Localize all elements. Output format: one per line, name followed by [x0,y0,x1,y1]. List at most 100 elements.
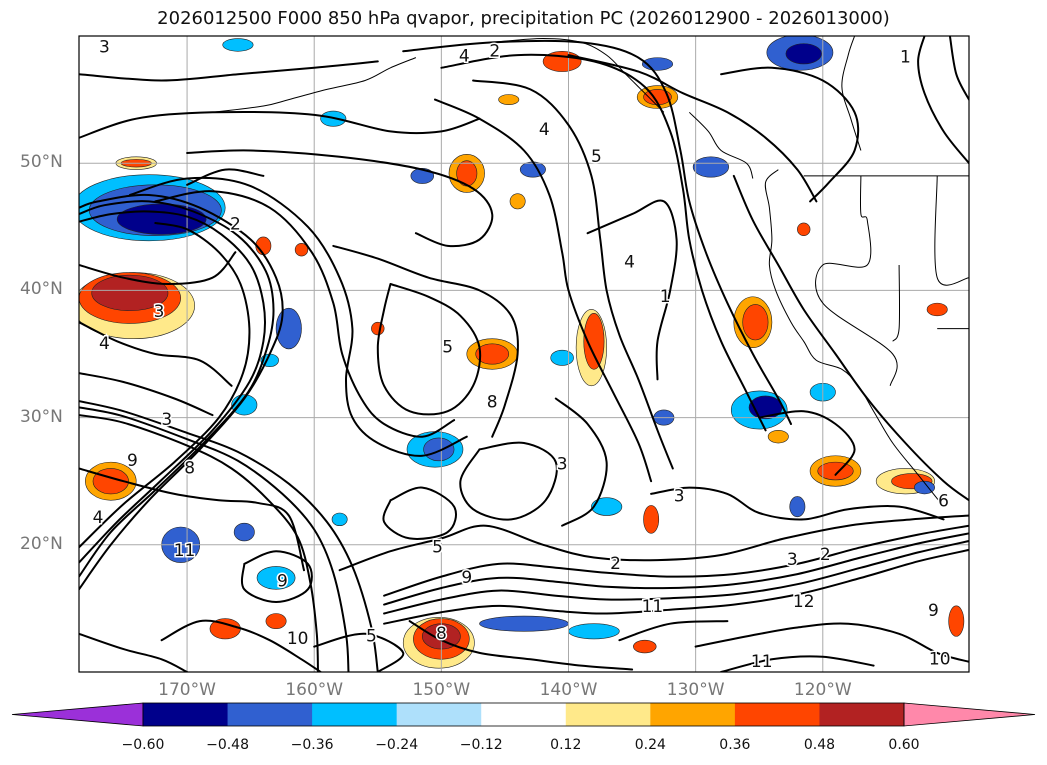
qvapor-contour [720,66,860,203]
colorbar-tick-label: −0.24 [375,737,419,753]
qvapor-contour [758,410,856,476]
contour-label: 4 [539,120,550,140]
qvapor-contour [79,110,481,139]
contour-label: 8 [184,458,195,478]
contour-label: 9 [928,601,939,621]
longitude-label: 130°W [666,680,725,700]
colorbar-segment [650,703,736,726]
colorbar-segment [312,703,398,726]
qvapor-contour [382,486,457,540]
contour-label: 2 [820,545,831,565]
qvapor-contour [917,36,969,165]
anomaly-blob [265,613,287,630]
contour-label: 9 [461,568,472,588]
colorbar-frame [142,702,905,727]
coastline [212,57,417,113]
contour-label: 3 [161,410,172,430]
contour-label: 5 [591,147,602,167]
contour-label: 3 [674,486,685,506]
qvapor-contour [160,619,322,672]
qvapor-contour [408,620,634,671]
anomaly-blob [479,615,569,632]
colorbar-segment [819,703,905,726]
latitude-label: 30°N [20,406,63,427]
colorbar-tick-label: 0.36 [719,737,751,753]
coastline [892,264,901,342]
qvapor-contour [79,60,379,82]
coastline [815,175,898,386]
anomaly-blob [233,522,255,542]
colorbar-tick-label: −0.12 [459,737,503,753]
qvapor-contour [567,54,818,203]
qvapor-contour [79,467,305,572]
qvapor-contour [434,98,653,483]
anomaly-blob [475,343,510,365]
anomaly-blob [423,437,455,462]
qvapor-contour [732,174,969,502]
colorbar-segment [396,703,482,726]
plot-background [79,36,969,672]
colorbar-tick-label: −0.60 [121,737,165,753]
qvapor-contour [650,486,945,521]
anomaly-blob [294,243,309,257]
graticule [79,36,969,672]
qvapor-contour [79,372,214,417]
qvapor-contour [240,550,313,603]
anomaly-blob [583,312,605,370]
contour-label: 3 [557,455,568,475]
anomaly-blob [550,349,574,366]
colorbar-segment [565,703,651,726]
anomaly-blob [498,94,520,105]
contour-label: 4 [459,46,470,66]
anomaly-blob [643,505,660,534]
contour-label: 8 [487,392,498,412]
coastline-layer [212,36,969,507]
qvapor-contour [128,176,468,457]
longitude-label: 170°W [158,680,216,700]
qvapor-contour [554,397,608,527]
contour-label: 2 [610,554,621,574]
anomaly-blob [509,193,526,210]
contour-label: 9 [277,572,288,592]
qvapor-contour [79,414,319,672]
anomaly-blob [789,496,806,518]
contour-label: 5 [366,626,377,646]
contour-label: 11 [642,597,664,617]
latitude-label: 40°N [20,279,63,300]
colorbar-segment [734,703,820,726]
anomaly-blob [797,222,811,237]
anomaly-blob [692,156,730,178]
qvapor-contour [383,548,969,625]
anomaly-blob [91,274,169,312]
anomaly-blob [926,302,948,317]
qvapor-contour [383,540,969,615]
anomaly-blob [914,480,935,495]
anomaly-blob [633,639,657,654]
qvapor-contour [383,532,969,606]
colorbar-tick-label: 0.24 [634,737,666,753]
anomaly-blob [456,160,478,187]
qvapor-contour [79,222,251,549]
contour-label: 11 [174,541,196,561]
qvapor-contour [79,193,284,591]
contour-label: 2 [230,214,241,234]
contour-label: 1 [900,48,911,68]
qvapor-contour [79,400,379,672]
coastline [764,169,944,507]
contour-label: 4 [99,334,110,354]
qvapor-contour [79,406,350,672]
qvapor-contour [440,53,767,432]
colorbar-tick-label: −0.48 [206,737,249,753]
qvapor-contour [459,441,558,521]
contour-label: 6 [938,492,949,512]
colorbar-segment [481,703,567,726]
qvapor-contour [79,200,275,578]
colorbar-segment [143,703,229,726]
contour-label: 9 [127,451,138,471]
anomaly-blob [785,43,822,65]
colorbar-over-extension [903,702,1036,727]
colorbar-under-extension [11,702,144,727]
contour-label: 5 [442,338,453,358]
qvapor-contour-layer [79,36,969,672]
